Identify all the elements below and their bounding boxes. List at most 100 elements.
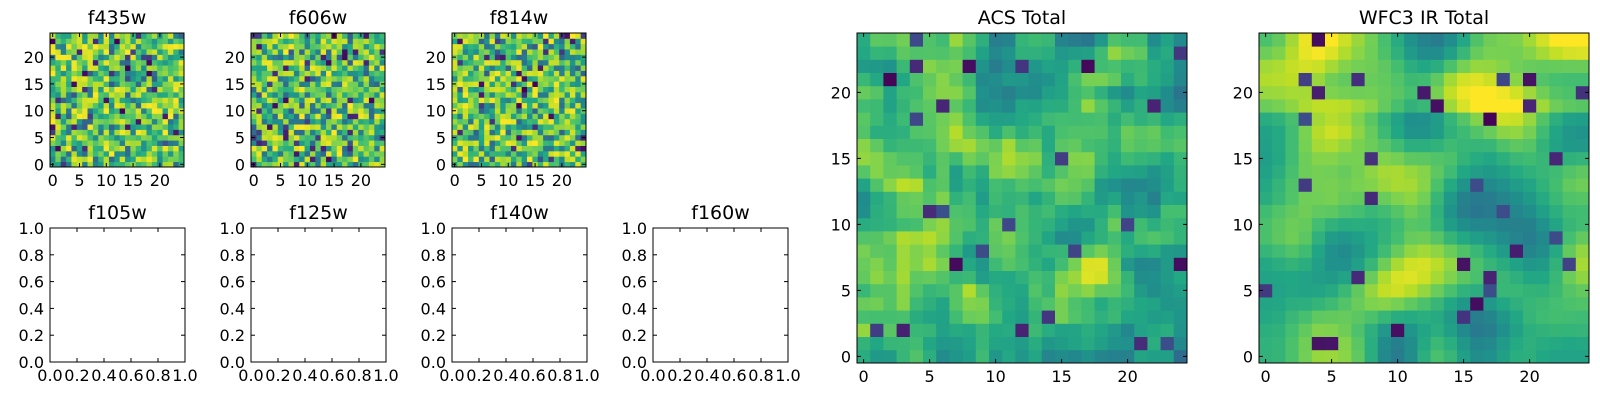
heatmap-cell [368, 65, 375, 71]
heatmap-cell [368, 161, 375, 168]
heatmap-cell [320, 91, 327, 98]
heatmap-cell [1147, 125, 1161, 139]
heatmap-cell [76, 108, 83, 114]
heatmap-cell [178, 70, 185, 77]
heatmap-cell [368, 70, 375, 77]
heatmap-cell [336, 134, 343, 141]
heatmap-cell [962, 46, 977, 60]
heatmap-cell [1351, 270, 1365, 285]
heatmap-cell [1272, 217, 1286, 232]
heatmap-cell [1430, 33, 1445, 47]
heatmap-cell [1562, 297, 1577, 311]
heatmap-cell [267, 97, 273, 104]
heatmap-cell [510, 102, 517, 109]
heatmap-cell [283, 43, 289, 50]
heatmap-cell [1523, 323, 1537, 337]
heatmap-cell [543, 150, 549, 157]
heatmap-cell [277, 49, 284, 55]
heatmap-cell [82, 134, 88, 141]
y-tick-label: 0.4 [19, 299, 44, 318]
heatmap-cell [261, 156, 268, 163]
heatmap-cell [331, 75, 338, 82]
heatmap-cell [71, 38, 78, 45]
heatmap-cell [1430, 85, 1445, 100]
heatmap-cell [1173, 33, 1188, 47]
heatmap-cell [1430, 310, 1445, 324]
heatmap-cell [1107, 257, 1122, 271]
heatmap-cell [119, 81, 126, 87]
heatmap-cell [66, 124, 72, 130]
heatmap-cell [564, 134, 571, 141]
heatmap-cell [261, 134, 268, 141]
heatmap-cell [277, 156, 284, 163]
heatmap-cell [1325, 323, 1339, 337]
heatmap-cell [1351, 72, 1365, 87]
heatmap-cell [500, 81, 506, 87]
heatmap-cell [352, 134, 359, 141]
heatmap-cell [1173, 297, 1188, 311]
heatmap-cell [173, 75, 180, 82]
heatmap-cell [1272, 336, 1286, 351]
heatmap-cell [55, 124, 62, 130]
heatmap-cell [267, 150, 273, 157]
heatmap-cell [157, 75, 163, 82]
heatmap-cell [315, 65, 322, 71]
heatmap-cell [1028, 138, 1043, 153]
heatmap-cell [76, 156, 83, 163]
heatmap-cell [537, 140, 544, 146]
heatmap-cell [103, 97, 110, 104]
heatmap-cell [896, 85, 911, 100]
heatmap-cell [1121, 151, 1135, 166]
heatmap-cell [1549, 231, 1563, 245]
heatmap-cell [1496, 297, 1511, 311]
heatmap-cell [1575, 336, 1590, 351]
heatmap-cell [277, 140, 284, 146]
heatmap-cell [261, 54, 268, 61]
heatmap-cell [548, 108, 555, 114]
heatmap-cell [103, 156, 110, 163]
heatmap-cell [103, 43, 110, 50]
heatmap-cell [857, 297, 871, 311]
heatmap-cell [293, 65, 300, 71]
heatmap-cell [1134, 138, 1148, 153]
heatmap-cell [564, 43, 571, 50]
heatmap-cell [309, 113, 316, 120]
heatmap-cell [462, 65, 469, 71]
heatmap-cell [559, 108, 565, 114]
heatmap-cell [60, 43, 67, 50]
heatmap-cell [1523, 59, 1537, 73]
heatmap-cell [98, 81, 104, 87]
heatmap-cell [76, 140, 83, 146]
heatmap-cell [500, 75, 506, 82]
heatmap-cell [1364, 231, 1379, 245]
heatmap-cell [564, 140, 571, 146]
heatmap-cell [1285, 204, 1299, 219]
heatmap-cell [537, 33, 544, 39]
heatmap-cell [1351, 244, 1365, 258]
heatmap-cell [478, 49, 485, 55]
heatmap-cell [1028, 231, 1043, 245]
heatmap-cell [1470, 217, 1484, 232]
heatmap-cell [909, 231, 924, 245]
heatmap-cell [331, 150, 338, 157]
heatmap-cell [151, 81, 158, 87]
heatmap-cell [92, 86, 99, 93]
heatmap-cell [896, 231, 911, 245]
heatmap-cell [1173, 165, 1188, 179]
heatmap-cell [1417, 46, 1431, 60]
heatmap-cell [299, 124, 305, 130]
heatmap-cell [580, 118, 587, 125]
heatmap-cell [478, 134, 485, 141]
heatmap-cell [580, 124, 587, 130]
heatmap-cell [309, 54, 316, 61]
heatmap-cell [510, 134, 517, 141]
heatmap-cell [256, 145, 263, 152]
heatmap-cell [146, 140, 153, 146]
x-tick-label: 0 [48, 171, 58, 190]
heatmap-cell [146, 70, 153, 77]
x-tick-label: 0.8 [748, 366, 773, 385]
heatmap-cell [304, 43, 311, 50]
heatmap-cell [1509, 323, 1524, 337]
heatmap-cell [299, 140, 305, 146]
